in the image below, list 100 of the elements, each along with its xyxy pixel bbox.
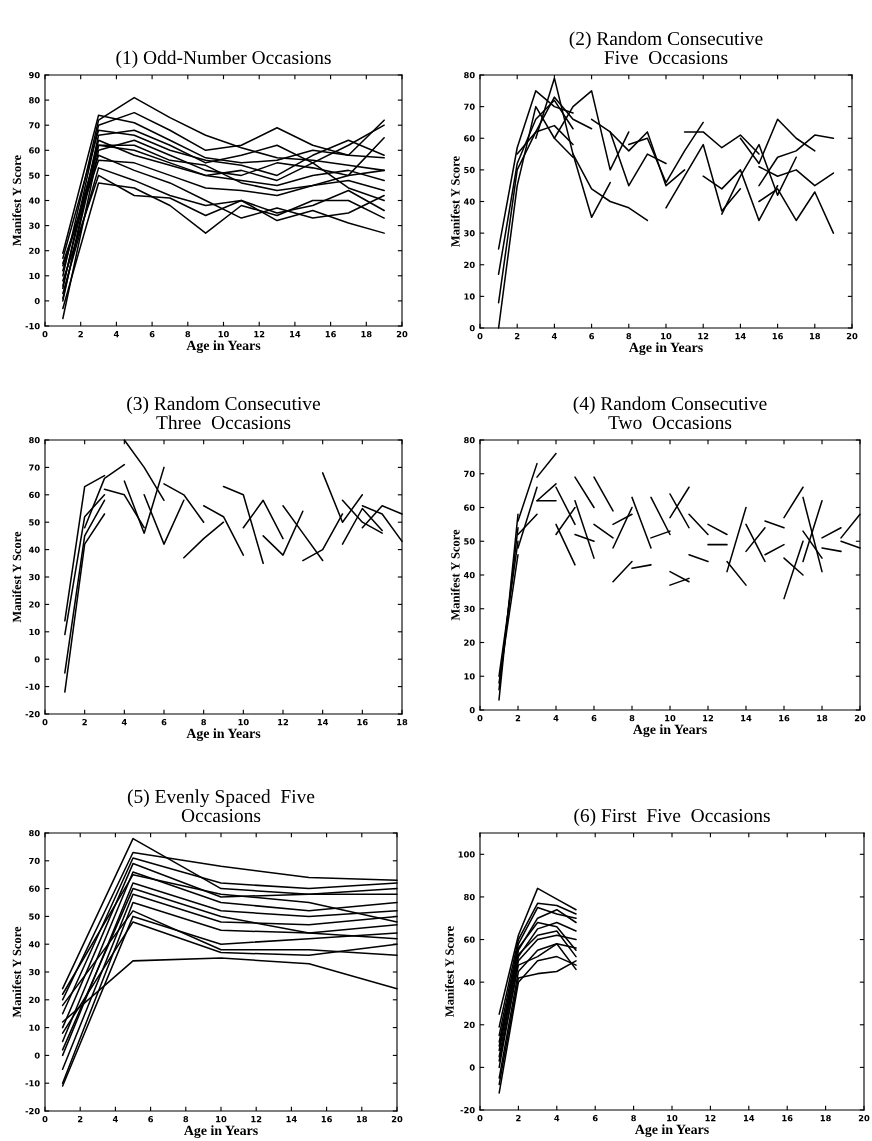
y-tick-label: 40 [28,197,40,204]
x-tick-label: 10 [667,1115,678,1122]
y-tick-label: 60 [464,936,475,943]
x-tick-label: 2 [82,719,87,726]
y-tick-label: 0 [34,656,40,663]
x-tick-label: 16 [779,715,790,722]
x-tick-label: 12 [251,1116,262,1123]
x-tick-label: 18 [820,1115,831,1122]
y-tick-label: 80 [29,97,40,104]
chart-title: (4) Random Consecutive Two Occasions [573,396,767,430]
y-axis-title: Manifest Y Score [450,156,460,247]
y-tick-label: 100 [458,851,475,858]
x-tick-label: 12 [254,331,265,338]
x-tick-label: 0 [477,1115,483,1122]
x-tick-label: 8 [183,1116,189,1123]
y-tick-label: 50 [464,538,475,545]
x-tick-label: 4 [121,719,127,726]
x-tick-label: 8 [626,333,632,340]
x-tick-label: 16 [772,333,783,340]
y-tick-label: 80 [464,436,475,444]
y-tick-label: 70 [29,464,40,471]
y-tick-label: 20 [29,601,40,608]
y-tick-label: 50 [29,172,40,179]
x-axis-title: Age in Years [186,340,261,354]
y-tick-label: 30 [29,222,40,229]
x-tick-label: 8 [201,719,207,726]
x-tick-label: 12 [705,1115,716,1122]
x-tick-label: 0 [42,719,48,726]
x-tick-label: 8 [629,715,635,722]
x-tick-label: 8 [185,331,191,338]
x-tick-label: 4 [551,333,557,340]
y-tick-label: 70 [464,103,475,110]
y-tick-label: 80 [464,71,475,79]
x-tick-label: 2 [514,333,520,340]
x-tick-label: 18 [356,1116,368,1123]
y-tick-label: 80 [29,436,40,444]
x-tick-label: 0 [42,331,48,338]
x-tick-label: 10 [238,719,249,726]
x-tick-label: 0 [42,1116,48,1123]
x-tick-label: 18 [809,333,821,340]
y-tick-label: 10 [29,1024,40,1031]
y-tick-label: 0 [469,1064,475,1071]
y-tick-label: -10 [25,322,40,330]
x-axis-title: Age in Years [632,724,707,738]
x-tick-label: 4 [553,715,559,722]
y-tick-label: 10 [464,293,475,300]
y-tick-label: 30 [29,573,40,581]
y-tick-label: 50 [29,519,40,526]
y-tick-label: 0 [34,1052,40,1059]
x-tick-label: 18 [397,719,408,726]
x-tick-label: 2 [515,715,521,722]
x-tick-label: 6 [589,333,595,340]
x-tick-label: 12 [703,715,714,722]
x-tick-label: 12 [698,333,709,340]
y-tick-label: 40 [28,941,40,948]
y-tick-label: 40 [463,979,475,986]
y-tick-label: 10 [29,628,40,636]
y-tick-label: -20 [25,710,40,718]
y-axis-title: Manifest Y Score [444,926,454,1017]
y-tick-label: 50 [29,913,40,920]
x-tick-label: 20 [854,715,866,722]
y-tick-label: 40 [463,198,475,205]
y-tick-label: 90 [28,71,40,79]
y-tick-label: 0 [469,324,475,332]
x-tick-label: 20 [396,331,408,338]
y-tick-label: 60 [29,491,40,499]
chart-title: (1) Odd-Number Occasions [116,50,331,69]
x-tick-label: 16 [782,1115,793,1122]
x-tick-label: 10 [665,715,676,722]
y-tick-label: -10 [25,683,40,690]
x-tick-label: 18 [817,715,828,722]
x-tick-label: 14 [741,715,752,722]
y-tick-label: 0 [469,706,475,714]
chart-title: (5) Evenly Spaced Five Occasions [127,789,315,823]
y-axis-title: Manifest Y Score [12,926,22,1018]
x-tick-label: 10 [216,1116,227,1123]
x-tick-label: 0 [477,333,483,340]
x-tick-label: 20 [391,1116,403,1123]
y-tick-label: 70 [29,857,40,865]
y-tick-label: 30 [464,605,475,613]
y-tick-label: 60 [464,504,475,511]
x-tick-label: 16 [357,719,368,726]
x-tick-label: 6 [591,715,597,722]
y-axis-title: Manifest Y Score [450,529,460,621]
y-tick-label: -10 [25,1080,40,1087]
x-tick-label: 14 [317,719,329,726]
x-tick-label: 10 [661,333,672,340]
y-tick-label: 40 [28,546,40,553]
y-tick-label: 50 [464,166,475,174]
y-tick-label: 40 [463,571,475,579]
y-tick-label: -20 [25,1107,40,1115]
x-tick-label: 6 [149,331,155,338]
x-tick-label: 12 [278,719,289,726]
y-axis-title: Manifest Y Score [12,155,22,246]
y-tick-label: 70 [29,122,40,129]
y-tick-label: 20 [464,261,475,269]
x-axis-title: Age in Years [183,1125,258,1139]
x-tick-label: 0 [477,715,483,722]
x-tick-label: 4 [113,331,119,338]
y-axis-title: Manifest Y Score [12,531,22,623]
